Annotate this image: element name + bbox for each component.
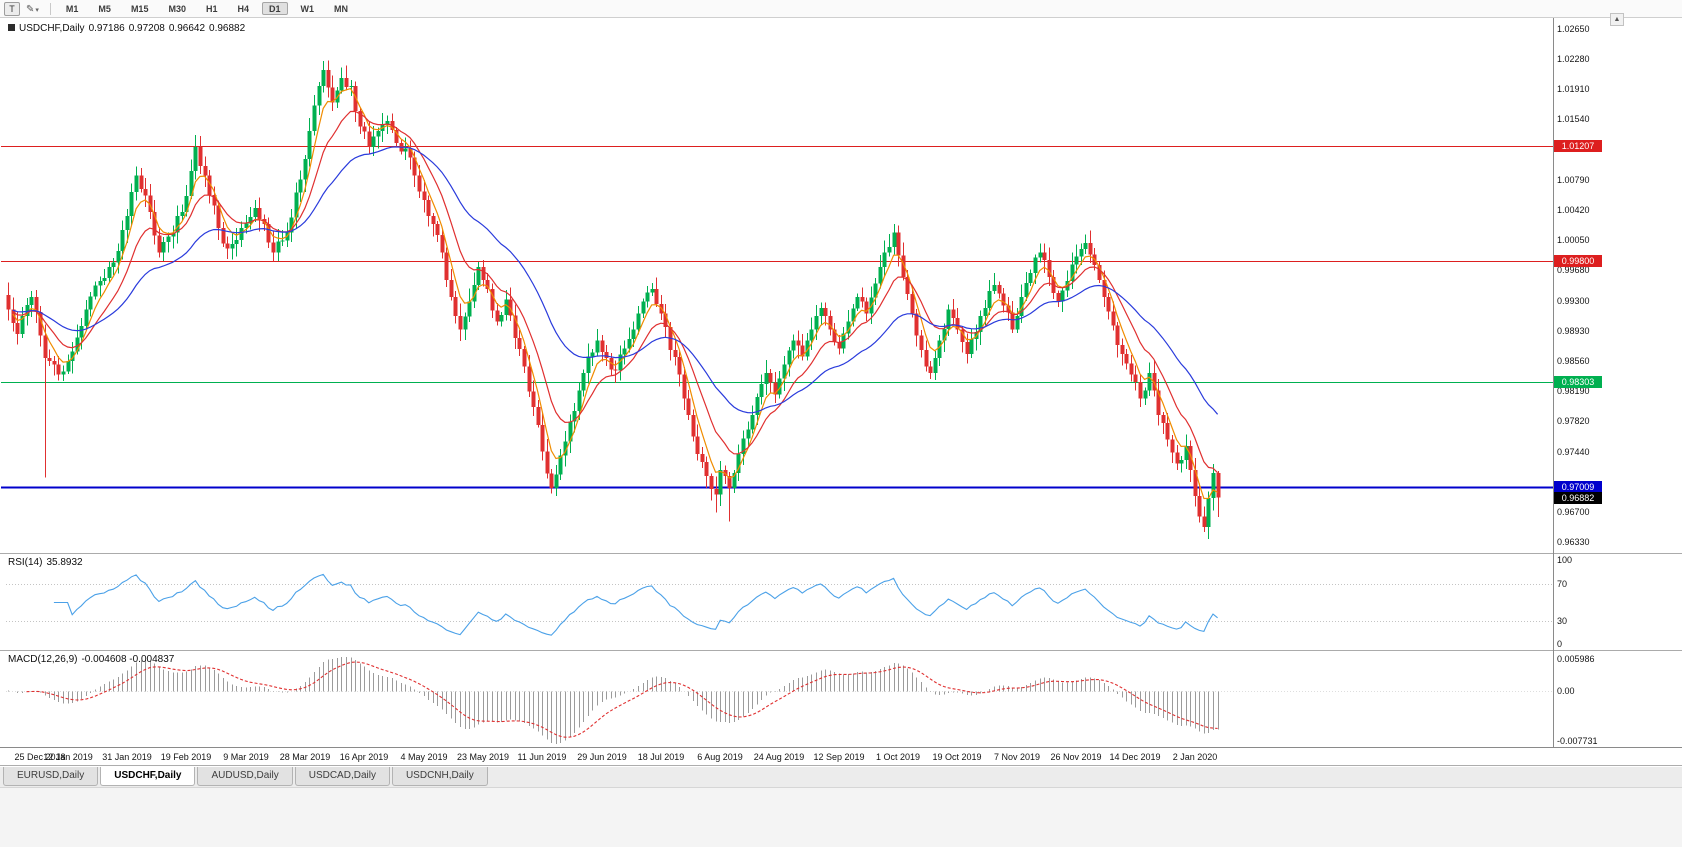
time-label: 12 Sep 2019 <box>813 752 865 762</box>
time-label: 2 Jan 2020 <box>1172 752 1218 762</box>
macd-label-line: MACD(12,26,9) -0.004608 -0.004837 <box>8 654 178 665</box>
timeframe-button-h1[interactable]: H1 <box>199 2 225 15</box>
time-label: 18 Jul 2019 <box>637 752 685 762</box>
time-label: 16 Apr 2019 <box>339 752 389 762</box>
pane-splitter-rsi[interactable] <box>0 551 1682 556</box>
rsi-current-value: 35.8932 <box>46 557 83 568</box>
hline-price-badge: 0.98303 <box>1554 376 1602 388</box>
price-tick-label: 1.00420 <box>1557 205 1590 215</box>
price-tick-label: 0.98560 <box>1557 356 1590 366</box>
pointer-tool-button[interactable]: T <box>4 1 20 16</box>
time-axis[interactable]: 25 Dec 2018 12 Jan 2019 31 Jan 2019 19 Feb … <box>0 748 1682 766</box>
price-tick-label: 0.96700 <box>1557 507 1590 517</box>
time-label: 4 May 2019 <box>400 752 448 762</box>
time-label: 19 Feb 2019 <box>160 752 212 762</box>
time-label: 7 Nov 2019 <box>993 752 1041 762</box>
status-area <box>0 788 1682 847</box>
price-tick-label: 1.01540 <box>1557 114 1590 124</box>
timeframe-button-m1[interactable]: M1 <box>59 2 86 15</box>
macd-scale-zero: 0.00 <box>1557 686 1575 696</box>
toolbar-separator <box>49 2 51 15</box>
dropdown-caret-icon: ▾ <box>35 6 39 14</box>
price-tick-label: 0.97440 <box>1557 447 1590 457</box>
macd-scale-bottom: -0.007731 <box>1557 736 1598 746</box>
price-tick-label: 0.98190 <box>1557 386 1590 396</box>
time-label: 25 Dec 2018 <box>14 752 66 762</box>
time-label: 29 Jun 2019 <box>577 752 627 762</box>
quote-close: 0.96882 <box>209 23 246 34</box>
macd-scale-top: 0.005986 <box>1557 654 1595 664</box>
hline-price-badge: 0.97009 <box>1554 481 1602 493</box>
macd-current-values: -0.004608 -0.004837 <box>81 654 175 665</box>
time-label: 26 Nov 2019 <box>1050 752 1102 762</box>
price-tick-label: 1.00790 <box>1557 175 1590 185</box>
rsi-label-line: RSI(14) 35.8932 <box>8 557 87 568</box>
rsi-scale-label: 0 <box>1557 639 1563 649</box>
rsi-scale-label: 100 <box>1557 555 1573 565</box>
chart-icon <box>8 24 15 31</box>
time-label: 1 Oct 2019 <box>875 752 921 762</box>
timeframe-button-m5[interactable]: M5 <box>91 2 118 15</box>
scroll-up-button[interactable]: ▲ <box>1610 13 1624 26</box>
quote-open: 0.97186 <box>88 23 125 34</box>
price-tick-label: 1.02650 <box>1557 24 1590 34</box>
quote-low: 0.96642 <box>168 23 206 34</box>
chart-quote-line: USDCHF,Daily 0.97186 0.97208 0.96642 0.96882 <box>8 23 249 34</box>
price-tick-label: 1.02280 <box>1557 54 1590 64</box>
time-label: 19 Oct 2019 <box>932 752 982 762</box>
timeframe-button-m30[interactable]: M30 <box>161 2 193 15</box>
price-tick-label: 0.97820 <box>1557 416 1590 426</box>
symbol-timeframe-label: USDCHF,Daily <box>19 23 85 34</box>
tab-usdcad-daily[interactable]: USDCAD,Daily <box>294 767 390 786</box>
chart-canvas[interactable] <box>0 0 1682 766</box>
time-label: 9 Mar 2019 <box>223 752 269 762</box>
quote-high: 0.97208 <box>128 23 165 34</box>
tab-eurusd-daily[interactable]: EURUSD,Daily <box>3 767 99 786</box>
price-tick-label: 0.98930 <box>1557 326 1590 336</box>
drawing-tools-button[interactable]: ✎▾ <box>23 2 42 16</box>
time-label: 12 Jan 2019 <box>43 752 93 762</box>
rsi-indicator-label: RSI(14) <box>8 557 43 568</box>
time-label: 31 Jan 2019 <box>102 752 152 762</box>
price-tick-label: 0.99680 <box>1557 265 1590 275</box>
current-price-badge: 0.96882 <box>1554 492 1602 504</box>
time-label: 6 Aug 2019 <box>697 752 743 762</box>
timeframe-button-w1[interactable]: W1 <box>294 2 322 15</box>
time-label: 28 Mar 2019 <box>279 752 331 762</box>
tab-usdchf-daily[interactable]: USDCHF,Daily <box>100 767 196 786</box>
rsi-scale-label: 70 <box>1557 579 1568 589</box>
macd-indicator-label: MACD(12,26,9) <box>8 654 78 665</box>
toolbar: T ✎▾ M1 M5 M15 M30 H1 H4 D1 W1 MN <box>0 0 1682 18</box>
price-tick-label: 0.96330 <box>1557 537 1590 547</box>
timeframe-toolbar: M1 M5 M15 M30 H1 H4 D1 W1 MN <box>59 2 355 15</box>
time-label: 14 Dec 2019 <box>1109 752 1161 762</box>
tab-audusd-daily[interactable]: AUDUSD,Daily <box>197 767 293 786</box>
time-label: 23 May 2019 <box>456 752 510 762</box>
timeframe-button-d1[interactable]: D1 <box>262 2 288 15</box>
timeframe-button-h4[interactable]: H4 <box>230 2 256 15</box>
hline-price-badge: 1.01207 <box>1554 140 1602 152</box>
price-tick-label: 1.01910 <box>1557 84 1590 94</box>
time-label: 24 Aug 2019 <box>753 752 805 762</box>
timeframe-button-mn[interactable]: MN <box>327 2 355 15</box>
price-tick-label: 0.99300 <box>1557 296 1590 306</box>
tab-usdcnh-daily[interactable]: USDCNH,Daily <box>391 767 488 786</box>
hline-price-badge: 0.99800 <box>1554 255 1602 267</box>
price-tick-label: 1.00050 <box>1557 235 1590 245</box>
pane-splitter-macd[interactable] <box>0 648 1682 653</box>
time-label: 11 Jun 2019 <box>517 752 567 762</box>
chart-tab-bar: EURUSD,Daily USDCHF,Daily AUDUSD,Daily USDC… <box>0 767 1682 788</box>
rsi-scale-label: 30 <box>1557 616 1568 626</box>
pen-icon: ✎ <box>26 3 35 15</box>
timeframe-button-m15[interactable]: M15 <box>124 2 156 15</box>
